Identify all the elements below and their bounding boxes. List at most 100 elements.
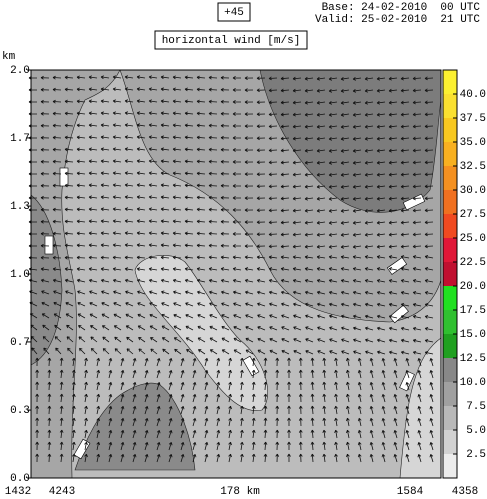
- wind-arrow: [268, 232, 278, 237]
- wind-arrow: [357, 417, 362, 427]
- wind-arrow: [132, 418, 137, 427]
- wind-arrow: [148, 195, 158, 200]
- wind-arrow: [322, 441, 327, 451]
- wind-arrow: [369, 441, 374, 451]
- wind-arrow: [352, 278, 362, 283]
- wind-arrow: [268, 267, 278, 271]
- colorbar-tick-label: 7.5: [466, 401, 486, 413]
- wind-arrow: [316, 208, 326, 213]
- wind-arrow: [240, 393, 244, 403]
- wind-arrow: [40, 219, 50, 224]
- wind-arrow: [208, 159, 218, 164]
- wind-arrow: [185, 302, 194, 307]
- wind-arrow: [196, 159, 206, 164]
- wind-arrow: [53, 290, 62, 295]
- wind-arrow: [268, 220, 278, 225]
- wind-arrow: [35, 405, 40, 415]
- wind-arrow: [184, 231, 194, 236]
- colorbar: 2.5 5.0 7.5 10.0 12.5 15.0 17.5 20.0 22.5 25.0 27.…: [442, 69, 486, 479]
- wind-arrow: [340, 208, 350, 213]
- wind-arrow: [305, 326, 314, 331]
- colorbar-tick-label: 30.0: [460, 185, 486, 197]
- wind-arrow: [280, 232, 290, 237]
- wind-arrow: [292, 208, 302, 213]
- wind-arrow: [405, 394, 410, 403]
- wind-arrow: [89, 313, 98, 319]
- wind-arrow: [268, 208, 278, 213]
- wind-arrow: [90, 336, 98, 343]
- wind-arrow: [287, 453, 291, 463]
- wind-arrow: [304, 290, 314, 295]
- wind-arrow: [232, 232, 242, 236]
- wind-arrow: [168, 406, 173, 415]
- wind-arrow: [196, 183, 206, 188]
- wind-arrow: [429, 394, 434, 403]
- wind-arrow: [322, 381, 327, 391]
- wind-arrow: [100, 195, 110, 200]
- colorbar-cell: [443, 262, 457, 286]
- wind-arrow: [316, 136, 326, 141]
- wind-arrow: [184, 243, 194, 248]
- contour-label: [59, 167, 69, 187]
- wind-arrow: [417, 370, 422, 379]
- wind-arrow: [329, 326, 338, 331]
- wind-arrow: [136, 243, 146, 248]
- wind-arrow: [400, 314, 410, 319]
- wind-arrow: [173, 325, 182, 331]
- wind-arrow: [196, 99, 206, 104]
- wind-arrow: [197, 337, 206, 343]
- wind-arrow: [417, 382, 422, 391]
- wind-arrow: [132, 442, 137, 451]
- wind-arrow: [101, 313, 110, 319]
- wind-arrow: [196, 123, 206, 128]
- wind-arrow: [232, 76, 242, 80]
- wind-arrow: [47, 393, 52, 403]
- wind-arrow: [40, 147, 50, 152]
- wind-arrow: [180, 358, 185, 367]
- wind-arrow: [172, 171, 182, 176]
- wind-arrow: [292, 112, 302, 117]
- colorbar-cell: [443, 454, 457, 478]
- wind-arrow: [388, 326, 398, 331]
- wind-arrow: [400, 184, 410, 189]
- wind-arrow: [352, 196, 362, 201]
- wind-arrow: [228, 429, 232, 439]
- wind-arrow: [328, 278, 338, 283]
- wind-arrow: [256, 184, 266, 189]
- wind-arrow: [322, 429, 327, 439]
- wind-arrow: [244, 172, 254, 176]
- wind-arrow: [424, 314, 434, 319]
- wind-arrow: [412, 350, 422, 355]
- wind-arrow: [364, 302, 374, 307]
- wind-arrow: [233, 290, 242, 295]
- wind-arrow: [90, 348, 98, 355]
- wind-arrow: [287, 441, 291, 451]
- wind-arrow: [412, 136, 422, 141]
- wind-arrow: [388, 172, 398, 177]
- wind-arrow: [417, 358, 422, 367]
- wind-arrow: [35, 393, 40, 403]
- wind-arrow: [281, 326, 290, 331]
- wind-arrow: [172, 75, 182, 80]
- colorbar-cell: [443, 214, 457, 238]
- wind-arrow: [244, 244, 254, 248]
- wind-arrow: [376, 232, 386, 237]
- wind-arrow: [232, 100, 242, 104]
- colorbar-cell: [443, 406, 457, 430]
- wind-arrow: [381, 382, 386, 391]
- wind-arrow: [196, 207, 206, 212]
- colorbar-tick-label: 32.5: [460, 161, 486, 173]
- wind-arrow: [184, 75, 194, 80]
- wind-arrow: [280, 112, 290, 117]
- wind-arrow: [304, 208, 314, 213]
- wind-arrow: [405, 370, 410, 379]
- wind-arrow: [346, 393, 350, 403]
- colorbar-cell: [443, 382, 457, 406]
- wind-arrow: [369, 357, 374, 367]
- wind-arrow: [316, 112, 326, 117]
- wind-arrow: [71, 369, 76, 379]
- wind-arrow: [120, 429, 125, 439]
- wind-arrow: [393, 430, 398, 439]
- wind-arrow: [256, 232, 266, 237]
- wind-arrow: [208, 171, 218, 176]
